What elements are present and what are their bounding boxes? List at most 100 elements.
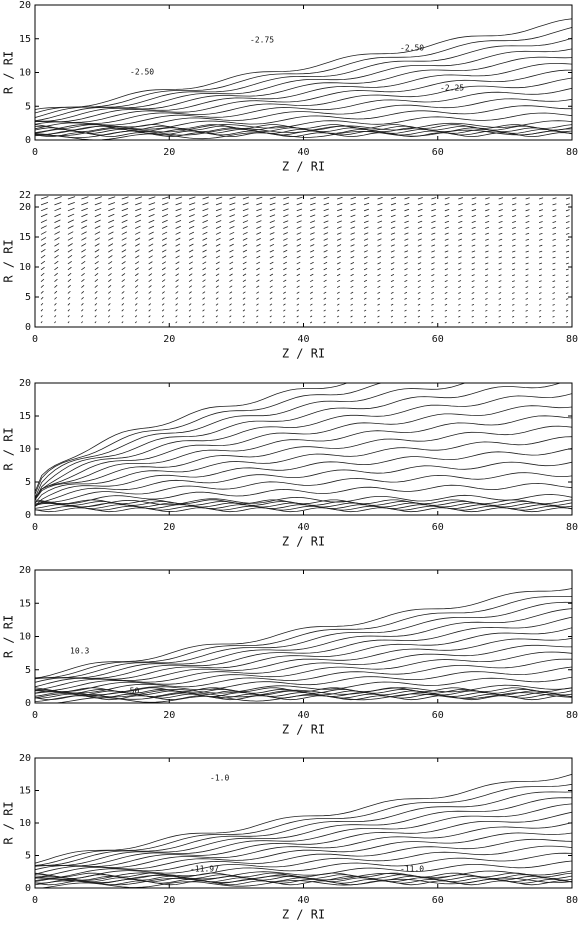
- vector-arrow: [485, 209, 490, 212]
- vector-arrow: [538, 256, 543, 259]
- vector-arrow: [135, 219, 141, 223]
- vector-arrow: [417, 250, 422, 253]
- vector-arrow: [377, 309, 380, 312]
- vector-arrow: [538, 215, 543, 218]
- vector-arrow: [108, 303, 111, 306]
- vector-arrow: [498, 304, 502, 306]
- x-axis-label: Z / RI: [282, 908, 325, 922]
- vector-arrow: [458, 303, 461, 306]
- vector-arrow: [431, 238, 436, 241]
- vector-arrow: [283, 273, 287, 277]
- vector-arrow: [485, 292, 488, 294]
- vector-arrow: [283, 202, 289, 206]
- vector-arrow: [363, 220, 369, 223]
- contour-line: [35, 644, 572, 692]
- x-tick-label: 20: [163, 334, 175, 345]
- contour-line: [35, 651, 572, 693]
- vector-arrow: [283, 267, 287, 271]
- vector-arrow: [565, 298, 569, 300]
- vector-arrow: [404, 208, 410, 212]
- vector-arrow: [121, 267, 126, 271]
- vector-arrow: [175, 279, 179, 282]
- vector-arrow: [525, 310, 528, 312]
- vector-arrow: [471, 209, 477, 212]
- vector-arrow: [431, 220, 436, 223]
- vector-arrow: [363, 226, 369, 229]
- contour-label: -11.0: [400, 865, 424, 874]
- vector-arrow: [269, 303, 273, 306]
- contour-line: [35, 637, 572, 691]
- vector-arrow: [310, 196, 316, 200]
- vector-arrow: [552, 227, 557, 229]
- vector-arrow: [471, 250, 476, 253]
- vector-arrow: [67, 266, 72, 271]
- vector-arrow: [498, 286, 502, 288]
- vector-arrow: [161, 291, 165, 294]
- vector-arrow: [444, 220, 450, 223]
- y-tick-label: 22: [19, 190, 31, 201]
- vector-arrow: [54, 296, 57, 300]
- contour-label: -11.97: [190, 865, 219, 874]
- y-tick-label: 20: [19, 753, 31, 764]
- vector-arrow: [336, 279, 341, 283]
- vector-arrow: [417, 197, 423, 200]
- vector-arrow: [431, 262, 435, 265]
- vector-arrow: [202, 285, 206, 288]
- contour-line: [35, 658, 572, 694]
- vector-arrow: [377, 285, 381, 288]
- vector-arrow: [242, 196, 250, 200]
- vector-arrow: [81, 249, 86, 253]
- vector-arrow: [458, 203, 463, 206]
- vector-arrow: [417, 232, 422, 235]
- vector-arrow: [229, 291, 233, 294]
- vector-arrow: [525, 256, 529, 259]
- contour-line: [35, 472, 572, 506]
- vector-arrow: [310, 321, 313, 324]
- vector-arrow: [202, 231, 208, 235]
- vector-arrow: [444, 250, 449, 253]
- vector-arrow: [215, 243, 221, 247]
- vector-arrow: [431, 309, 434, 312]
- vector-arrow: [215, 321, 218, 324]
- vector-arrow: [40, 266, 45, 271]
- contour-label: -2.75: [250, 36, 274, 45]
- vector-arrow: [336, 297, 340, 300]
- y-tick-label: 15: [19, 34, 31, 45]
- vector-arrow: [552, 292, 556, 294]
- contour-line: [35, 608, 572, 680]
- vector-arrow: [67, 196, 76, 200]
- vector-arrow: [188, 279, 193, 282]
- vector-arrow: [135, 196, 143, 200]
- vector-arrow: [94, 279, 99, 282]
- vector-arrow: [350, 297, 354, 300]
- vector-arrow: [175, 261, 180, 265]
- vector-arrow: [229, 273, 233, 277]
- vector-arrow: [121, 285, 125, 288]
- vector-arrow: [188, 214, 195, 218]
- vector-arrow: [283, 238, 288, 241]
- vector-arrow: [269, 279, 273, 283]
- vector-arrow: [552, 280, 556, 283]
- vector-arrow: [283, 309, 286, 312]
- vector-arrow: [40, 237, 47, 241]
- vector-arrow: [337, 202, 343, 206]
- vector-arrow: [188, 303, 192, 306]
- vector-arrow: [188, 297, 192, 300]
- vector-arrow: [94, 315, 97, 318]
- vector-arrow: [242, 267, 247, 271]
- vector-arrow: [444, 292, 448, 294]
- x-tick-label: 40: [297, 895, 309, 906]
- vector-arrow: [552, 203, 557, 206]
- vector-arrow: [471, 298, 475, 300]
- contour-line: [35, 791, 572, 867]
- vector-arrow: [148, 213, 155, 218]
- vector-arrow: [188, 291, 192, 294]
- vector-arrow: [188, 243, 194, 247]
- vector-arrow: [350, 267, 354, 271]
- vector-arrow: [350, 220, 356, 223]
- vector-arrow: [54, 260, 59, 265]
- vector-arrow: [121, 219, 128, 223]
- vector-arrow: [390, 202, 396, 206]
- vector-arrow: [161, 321, 164, 324]
- vector-arrow: [81, 278, 85, 282]
